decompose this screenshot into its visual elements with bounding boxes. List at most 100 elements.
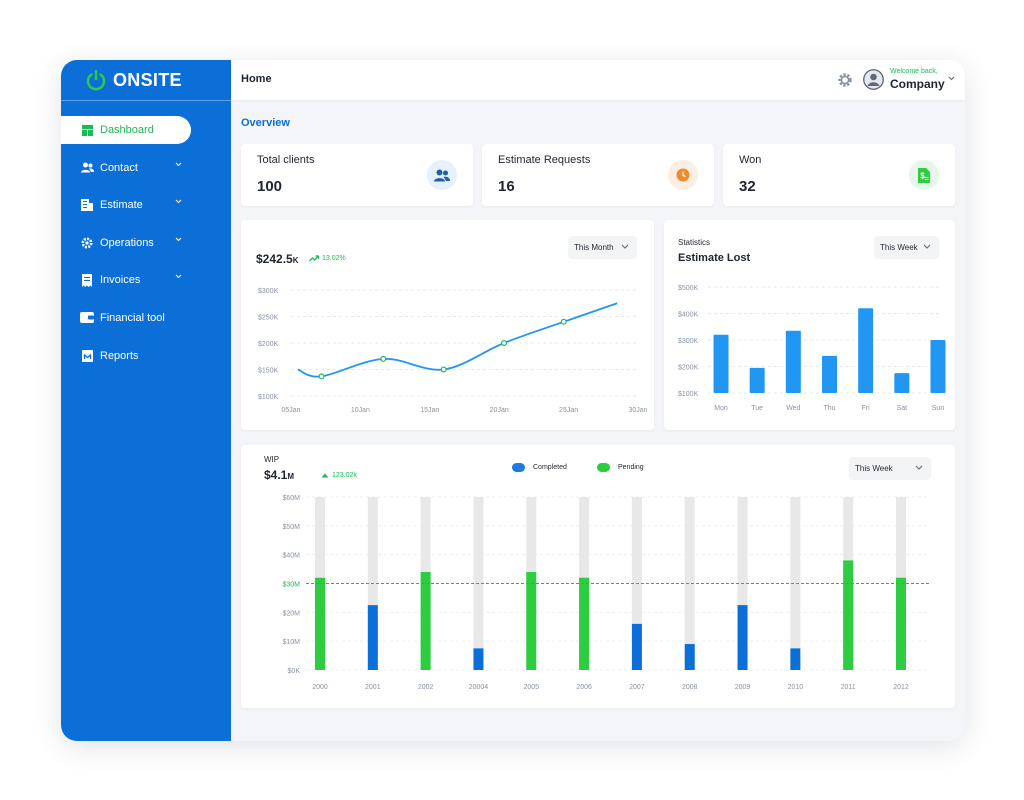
x-tick-label: 2011 xyxy=(841,684,856,691)
x-tick-label: 2000 xyxy=(312,684,328,691)
bar-completed-2010 xyxy=(790,648,801,670)
brand-name: ONSITE xyxy=(113,69,182,90)
revenue-change-value: 13.02% xyxy=(322,255,346,262)
chevron-down-icon xyxy=(175,274,182,279)
brand-logo[interactable]: ONSITE xyxy=(61,60,231,101)
wip-change: 123.02k xyxy=(321,472,357,479)
stat-card-total-clients[interactable]: Total clients 100 xyxy=(241,144,473,206)
period-dropdown[interactable]: This Week xyxy=(874,236,939,259)
sidebar-item-label: Estimate xyxy=(100,199,143,212)
chevron-down-icon xyxy=(175,199,182,204)
wallet-icon xyxy=(80,311,94,325)
stat-card-won[interactable]: Won 32 $ xyxy=(723,144,955,206)
chevron-down-icon xyxy=(923,244,931,249)
sidebar-item-dashboard[interactable]: Dashboard xyxy=(61,116,191,144)
sidebar-nav: Dashboard Contact Estimate Op xyxy=(61,116,231,370)
revenue-chart-card: This Month $242.5K 13.02% $100K $150K $200… xyxy=(241,220,654,430)
x-tick-label: 10Jan xyxy=(351,407,370,414)
y-tick-label: $30M xyxy=(282,582,300,589)
x-tick-label: 2002 xyxy=(418,684,434,691)
avatar[interactable] xyxy=(863,69,884,90)
x-tick-label: 2007 xyxy=(629,684,645,691)
users-icon xyxy=(80,161,94,175)
chevron-down-icon[interactable] xyxy=(948,76,955,81)
bar-tue xyxy=(749,367,765,393)
stat-value: 16 xyxy=(498,178,515,195)
bar-completed-2007 xyxy=(631,623,642,670)
estimate-lost-card: Statistics Estimate Lost This Week $100K… xyxy=(664,220,955,430)
y-tick-label: $200K xyxy=(258,341,279,348)
data-point-marker xyxy=(440,366,447,373)
sidebar-item-label: Invoices xyxy=(100,274,141,287)
estimate-lost-bar-chart: $100K $200K $300K $400K $500K Mon Tue Wed Thu Fri… xyxy=(678,285,946,412)
bar-pending-2012 xyxy=(896,577,906,670)
x-tick-label: 30Jan xyxy=(628,407,647,414)
sidebar-item-contact[interactable]: Contact xyxy=(61,154,231,182)
report-icon xyxy=(80,349,94,363)
y-tick-label: $0K xyxy=(288,668,301,675)
bar-pending-2006 xyxy=(579,577,590,670)
power-icon xyxy=(86,69,106,91)
statistics-label: Statistics xyxy=(678,238,711,247)
sidebar-item-invoices[interactable]: Invoices xyxy=(61,266,231,294)
revenue-series-line xyxy=(297,302,618,378)
caret-up-icon xyxy=(321,473,329,478)
sidebar: ONSITE Dashboard Contact Estimate xyxy=(61,60,231,741)
wip-bar-chart: $0K $10M $20M $30M $40M $50M $60M 2000 2001 2002 2… xyxy=(282,495,931,691)
x-tick-label: Sat xyxy=(897,405,908,412)
revenue-value: $242.5K xyxy=(256,252,298,266)
bar-pending-2000 xyxy=(315,577,325,670)
sidebar-item-label: Dashboard xyxy=(100,124,154,136)
data-point-marker xyxy=(380,355,387,362)
period-dropdown[interactable]: This Month xyxy=(568,236,637,259)
legend-completed: Completed xyxy=(512,463,567,472)
x-tick-label: Thu xyxy=(823,405,835,412)
x-tick-label: 25Jan xyxy=(559,407,578,414)
sidebar-item-financial-tool[interactable]: Financial tool xyxy=(61,304,231,332)
bar-pending-2011 xyxy=(843,560,854,670)
stat-label: Won xyxy=(739,154,762,166)
dropdown-value: This Month xyxy=(574,243,614,252)
gear-icon[interactable] xyxy=(837,72,853,88)
wip-value: $4.1M xyxy=(264,468,294,482)
revenue-amount: $242.5 xyxy=(256,252,293,266)
x-tick-label: 2001 xyxy=(365,684,381,691)
y-tick-label: $10M xyxy=(282,639,300,646)
bar-mon xyxy=(713,334,729,393)
bar-completed-2009 xyxy=(737,605,748,670)
sidebar-item-reports[interactable]: Reports xyxy=(61,342,231,370)
y-tick-label: $500K xyxy=(678,285,699,292)
bar-fri xyxy=(858,308,874,393)
top-bar: Home Welcome back, Company xyxy=(231,60,965,100)
legend-label: Completed xyxy=(533,464,567,471)
sidebar-item-label: Operations xyxy=(100,236,154,249)
bar-completed-20004 xyxy=(473,648,484,670)
wip-chart-card: WIP $4.1M 123.02k Completed Pending This… xyxy=(241,445,955,708)
dropdown-value: This Week xyxy=(880,243,918,252)
dropdown-value: This Week xyxy=(855,464,893,473)
data-point-marker xyxy=(560,318,567,325)
sidebar-item-operations[interactable]: Operations xyxy=(61,229,231,257)
bar-sun xyxy=(930,340,946,393)
bar-completed-2008 xyxy=(684,644,695,670)
user-name[interactable]: Company xyxy=(890,77,945,91)
chevron-down-icon xyxy=(621,244,629,249)
x-tick-label: Tue xyxy=(751,405,763,412)
stat-card-estimate-requests[interactable]: Estimate Requests 16 xyxy=(482,144,714,206)
x-tick-label: 2010 xyxy=(788,684,804,691)
y-tick-label: $400K xyxy=(678,312,699,319)
sidebar-item-estimate[interactable]: Estimate xyxy=(61,191,231,219)
money-icon: $ xyxy=(909,160,939,190)
x-tick-label: 20004 xyxy=(469,684,489,691)
bar-thu xyxy=(822,355,837,393)
estimate-icon xyxy=(80,198,94,212)
chevron-down-icon xyxy=(175,162,182,166)
y-tick-label: $250K xyxy=(258,315,279,322)
y-tick-label: $300K xyxy=(258,288,279,295)
y-tick-label: $100K xyxy=(678,391,699,398)
y-tick-label: $50M xyxy=(282,524,300,531)
app-window: ONSITE Dashboard Contact Estimate xyxy=(61,60,965,741)
bar-track xyxy=(684,497,695,670)
legend-swatch xyxy=(597,463,610,472)
period-dropdown[interactable]: This Week xyxy=(849,457,931,480)
